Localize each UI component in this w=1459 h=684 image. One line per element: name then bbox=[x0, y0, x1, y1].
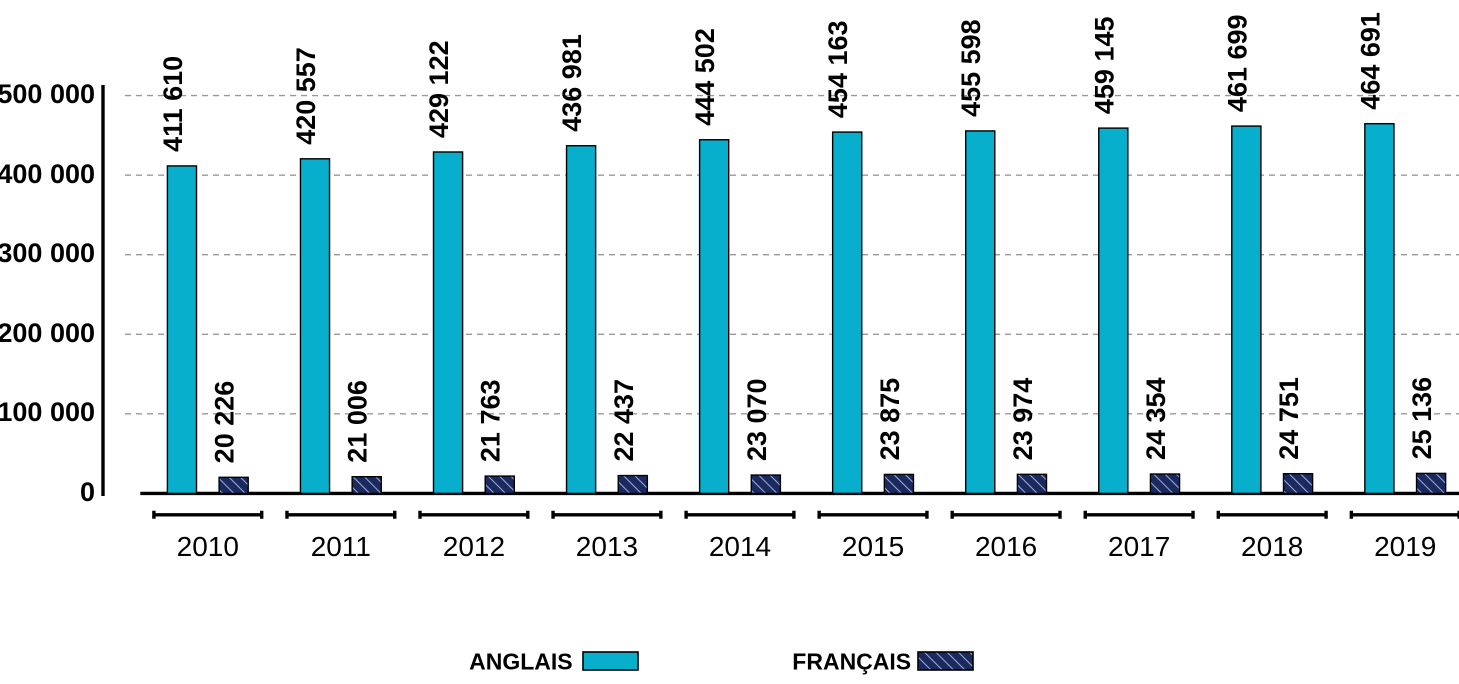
svg-text:23 974: 23 974 bbox=[1008, 378, 1038, 461]
svg-text:2014: 2014 bbox=[709, 531, 771, 562]
svg-text:2019: 2019 bbox=[1374, 531, 1436, 562]
svg-text:100 000: 100 000 bbox=[0, 397, 95, 427]
svg-text:461 699: 461 699 bbox=[1222, 14, 1252, 112]
svg-text:429 122: 429 122 bbox=[424, 40, 454, 138]
svg-text:2011: 2011 bbox=[311, 531, 371, 562]
svg-text:411 610: 411 610 bbox=[158, 56, 188, 152]
svg-text:300 000: 300 000 bbox=[0, 238, 95, 268]
svg-text:2015: 2015 bbox=[842, 531, 904, 562]
svg-text:FRANÇAIS: FRANÇAIS bbox=[792, 649, 911, 675]
svg-text:2010: 2010 bbox=[177, 531, 239, 562]
svg-text:2016: 2016 bbox=[975, 531, 1037, 562]
svg-text:2017: 2017 bbox=[1108, 531, 1170, 562]
svg-text:500 000: 500 000 bbox=[0, 79, 95, 109]
svg-text:25 136: 25 136 bbox=[1407, 377, 1437, 460]
svg-text:200 000: 200 000 bbox=[0, 318, 95, 348]
svg-text:ANGLAIS: ANGLAIS bbox=[469, 649, 572, 675]
svg-text:400 000: 400 000 bbox=[0, 159, 95, 189]
svg-text:455 598: 455 598 bbox=[956, 19, 986, 117]
svg-text:2012: 2012 bbox=[443, 531, 505, 562]
svg-text:454 163: 454 163 bbox=[823, 20, 853, 118]
svg-text:444 502: 444 502 bbox=[690, 28, 720, 126]
svg-text:22 437: 22 437 bbox=[609, 379, 639, 462]
svg-text:436 981: 436 981 bbox=[557, 34, 587, 132]
svg-text:2018: 2018 bbox=[1241, 531, 1303, 562]
svg-text:24 354: 24 354 bbox=[1141, 377, 1171, 460]
svg-text:464 691: 464 691 bbox=[1355, 12, 1385, 110]
svg-text:23 070: 23 070 bbox=[742, 378, 772, 461]
svg-text:24 751: 24 751 bbox=[1274, 377, 1304, 460]
svg-text:21 006: 21 006 bbox=[343, 380, 373, 463]
svg-text:20 226: 20 226 bbox=[210, 381, 240, 464]
svg-text:0: 0 bbox=[80, 477, 95, 507]
svg-text:459 145: 459 145 bbox=[1089, 16, 1119, 114]
svg-text:21 763: 21 763 bbox=[476, 379, 506, 462]
svg-text:2013: 2013 bbox=[576, 531, 638, 562]
svg-text:23 875: 23 875 bbox=[875, 378, 905, 461]
svg-text:420 557: 420 557 bbox=[291, 47, 321, 145]
